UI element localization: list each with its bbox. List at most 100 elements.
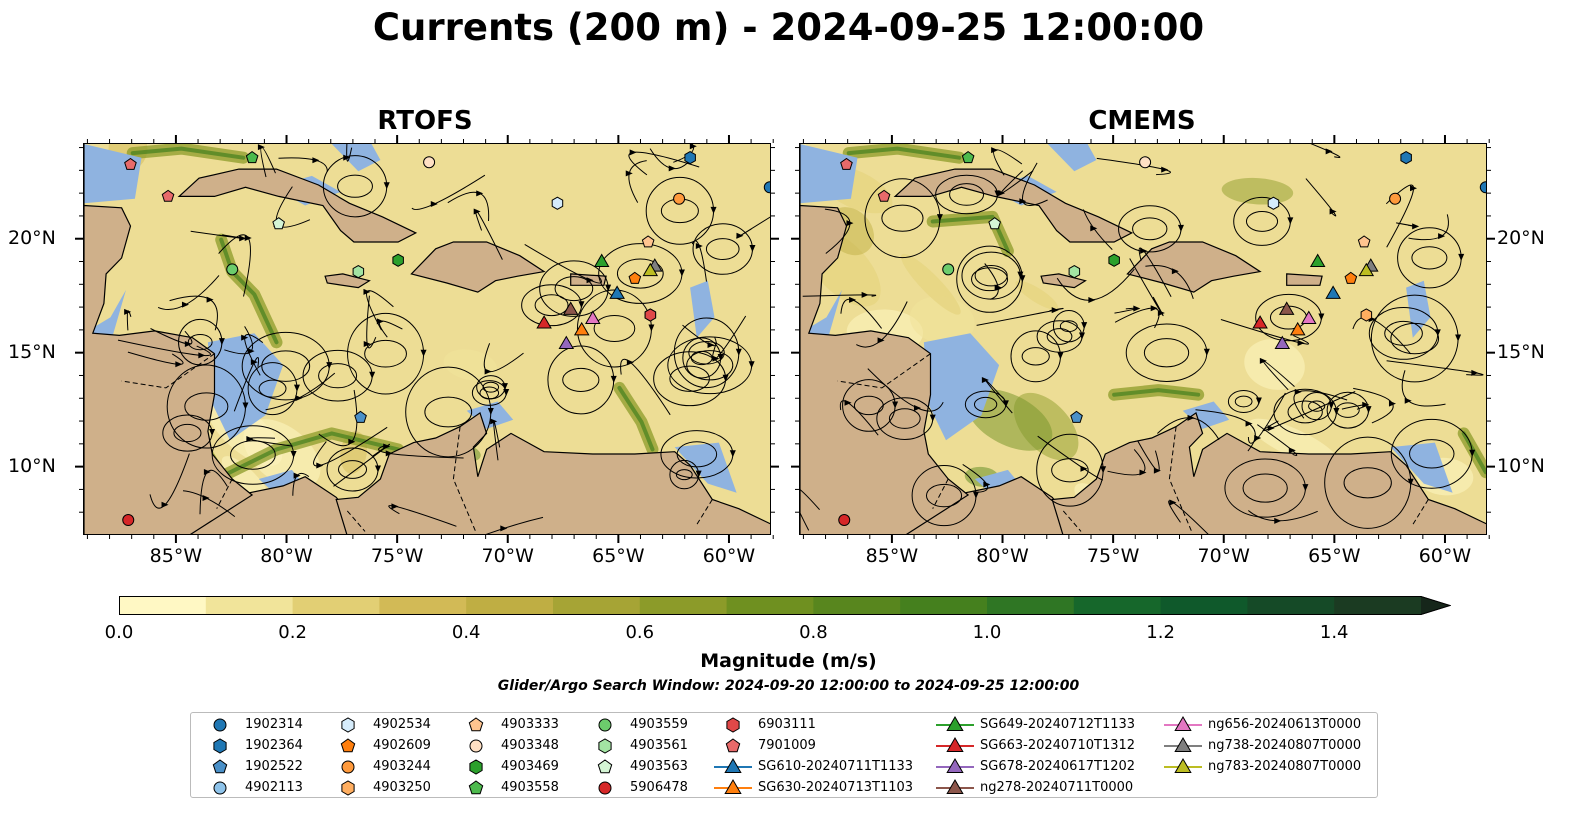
legend-label: 4902534 xyxy=(373,717,431,732)
rtofs-marker-4903558 xyxy=(245,150,259,164)
colorbar-label: Magnitude (m/s) xyxy=(700,650,877,672)
rtofs-marker-1902522 xyxy=(354,410,367,423)
colorbar-segment xyxy=(813,596,901,615)
colorbar-segment xyxy=(119,596,207,615)
triangle-marker-icon xyxy=(936,737,974,752)
colorbar-tick-label: 1.0 xyxy=(972,622,1002,643)
rtofs-marker-ng783-20240807t0000 xyxy=(642,262,659,277)
cmems-marker-4903469 xyxy=(1108,253,1120,267)
colorbar-tick-label: 0.4 xyxy=(451,622,481,643)
legend-label: SG678-20240617T1202 xyxy=(980,759,1136,774)
rtofs-marker-4903469 xyxy=(392,253,404,267)
cmems-marker-4903561 xyxy=(1068,265,1081,279)
rtofs-marker-5906478 xyxy=(122,514,135,527)
colorbar-segment xyxy=(205,596,294,615)
cmems-marker-7901009 xyxy=(840,157,853,170)
legend-label: 4902113 xyxy=(245,780,303,795)
rtofs-marker-4903563 xyxy=(272,217,285,230)
cmems-marker-5906478 xyxy=(838,514,851,527)
panel-title-rtofs: RTOFS xyxy=(377,106,473,136)
colorbar-segment xyxy=(1073,596,1162,615)
cmems-marker-4903250 xyxy=(1360,308,1373,322)
legend-label: 4903348 xyxy=(501,738,559,753)
triangle-marker-icon xyxy=(714,758,752,773)
hexagon-marker-icon xyxy=(341,780,355,796)
cmems-marker-4902534 xyxy=(1267,196,1280,210)
x-tick-label: 65°W xyxy=(1308,545,1361,567)
x-tick-label: 60°W xyxy=(702,545,756,567)
legend-label: 4903244 xyxy=(373,759,431,774)
rtofs-marker-sg663-20240710t1312 xyxy=(536,315,552,329)
triangle-marker-icon xyxy=(936,758,974,773)
hexagon-marker-icon xyxy=(726,717,740,733)
y-tick-label-right: 10°N xyxy=(1497,454,1545,477)
rtofs-marker-ng656-20240613t0000 xyxy=(585,310,601,324)
legend-label: 4902609 xyxy=(373,738,431,753)
cmems-marker-4903558 xyxy=(961,150,975,164)
colorbar-tick-label: 0.0 xyxy=(104,622,134,643)
search-window-text: Glider/Argo Search Window: 2024-09-20 12… xyxy=(497,678,1080,694)
colorbar-segment xyxy=(292,596,380,615)
rtofs-marker-6903111 xyxy=(644,308,657,322)
map-panel-cmems xyxy=(799,143,1487,535)
colorbar-segment xyxy=(553,596,641,615)
pentagon-marker-icon xyxy=(468,717,484,732)
colorbar-segment xyxy=(466,596,554,615)
circle-marker-icon xyxy=(469,739,483,753)
circle-marker-icon xyxy=(213,718,227,732)
cmems-marker-4903333 xyxy=(1357,235,1371,248)
legend-label: SG630-20240713T1103 xyxy=(758,780,914,795)
triangle-marker-icon xyxy=(936,779,974,794)
y-tick-label-left: 15°N xyxy=(8,340,56,363)
y-tick-label-left: 20°N xyxy=(8,226,56,249)
hexagon-marker-icon xyxy=(469,759,483,775)
x-tick-label: 80°W xyxy=(976,545,1029,567)
triangle-marker-icon xyxy=(936,716,974,731)
rtofs-marker-4902534 xyxy=(551,196,564,210)
rtofs-marker-sg630-20240713t1103 xyxy=(573,321,590,336)
legend-label: 1902522 xyxy=(245,759,303,774)
cmems-marker-4903348 xyxy=(1139,156,1152,169)
x-tick-label: 75°W xyxy=(1086,545,1140,567)
legend-label: SG610-20240711T1133 xyxy=(758,759,914,774)
circle-marker-icon xyxy=(341,760,355,774)
triangle-marker-icon xyxy=(1164,737,1202,752)
legend-label: SG663-20240710T1312 xyxy=(980,738,1136,753)
legend-label: 5906478 xyxy=(630,780,688,795)
cmems-marker-7901009b xyxy=(877,189,891,202)
colorbar-segment xyxy=(726,596,814,615)
axes-layer xyxy=(75,135,1495,543)
legend-label: 4903561 xyxy=(630,738,688,753)
rtofs-marker-sg649-20240712t1133 xyxy=(593,253,610,267)
rtofs-marker-sg678-20240617t1202 xyxy=(558,335,575,349)
y-tick-label-right: 15°N xyxy=(1497,340,1545,363)
pentagon-marker-icon xyxy=(468,780,484,795)
cmems-marker-sg610-20240711t1133 xyxy=(1325,285,1341,299)
legend-label: ng738-20240807T0000 xyxy=(1208,738,1362,753)
cmems-marker-1902522 xyxy=(1070,410,1083,423)
rtofs-marker-4903244 xyxy=(673,192,686,205)
legend-label: 6903111 xyxy=(758,717,816,732)
cmems-marker-sg663-20240710t1312 xyxy=(1252,315,1268,329)
x-tick-label: 75°W xyxy=(370,545,424,567)
cmems-marker-1902314 xyxy=(1479,181,1486,194)
legend-label: 7901009 xyxy=(758,738,816,753)
map-rtofs-canvas xyxy=(84,144,770,534)
colorbar-segment xyxy=(1247,596,1335,615)
cmems-marker-sg678-20240617t1202 xyxy=(1274,335,1291,349)
rtofs-marker-ng278-20240711t0000 xyxy=(562,301,579,315)
colorbar-tick-label: 0.6 xyxy=(625,622,655,643)
colorbar-segment xyxy=(379,596,467,615)
cmems-marker-ng783-20240807t0000 xyxy=(1358,262,1375,277)
legend-label: ng656-20240613T0000 xyxy=(1208,717,1362,732)
pentagon-marker-icon xyxy=(340,738,356,753)
cmems-marker-sg630-20240713t1103 xyxy=(1289,321,1306,336)
panel-title-cmems: CMEMS xyxy=(1088,106,1196,136)
legend-label: 4903558 xyxy=(501,780,559,795)
colorbar-tick-label: 0.8 xyxy=(799,622,828,643)
legend: 1902314 1902364 1902522 4902113 4902534 49026… xyxy=(190,712,1378,798)
cmems-marker-sg649-20240712t1133 xyxy=(1309,253,1326,267)
colorbar-tick-label: 1.2 xyxy=(1146,622,1175,643)
x-tick-label: 85°W xyxy=(865,545,919,567)
pentagon-marker-icon xyxy=(725,738,741,753)
